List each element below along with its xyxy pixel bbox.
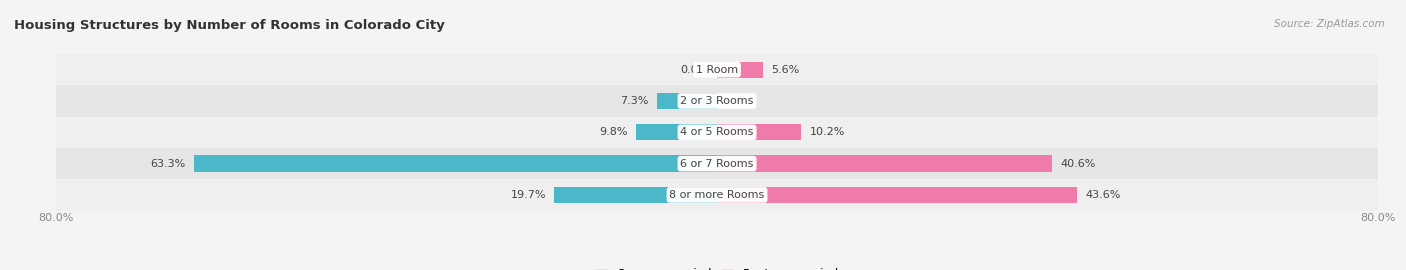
Text: 19.7%: 19.7%: [510, 190, 546, 200]
Bar: [554, 187, 717, 203]
Text: 7.3%: 7.3%: [620, 96, 648, 106]
Bar: [636, 124, 717, 140]
Text: 1 Room: 1 Room: [696, 65, 738, 75]
Bar: [717, 62, 763, 78]
Bar: [717, 124, 801, 140]
Bar: [56, 148, 1378, 179]
Text: 4 or 5 Rooms: 4 or 5 Rooms: [681, 127, 754, 137]
Bar: [657, 93, 717, 109]
Text: 0.0%: 0.0%: [725, 96, 754, 106]
Bar: [194, 156, 717, 172]
Bar: [56, 117, 1378, 148]
Bar: [56, 85, 1378, 117]
Text: 40.6%: 40.6%: [1060, 158, 1097, 169]
Text: 9.8%: 9.8%: [599, 127, 628, 137]
Text: 0.0%: 0.0%: [681, 65, 709, 75]
Legend: Owner-occupied, Renter-occupied: Owner-occupied, Renter-occupied: [591, 264, 844, 270]
Text: 5.6%: 5.6%: [772, 65, 800, 75]
Text: 8 or more Rooms: 8 or more Rooms: [669, 190, 765, 200]
Bar: [717, 187, 1077, 203]
Bar: [56, 54, 1378, 85]
Bar: [56, 179, 1378, 211]
Text: 2 or 3 Rooms: 2 or 3 Rooms: [681, 96, 754, 106]
Text: 63.3%: 63.3%: [150, 158, 186, 169]
Text: 6 or 7 Rooms: 6 or 7 Rooms: [681, 158, 754, 169]
Text: 43.6%: 43.6%: [1085, 190, 1121, 200]
Bar: [717, 156, 1053, 172]
Text: Source: ZipAtlas.com: Source: ZipAtlas.com: [1274, 19, 1385, 29]
Text: 10.2%: 10.2%: [810, 127, 845, 137]
Text: Housing Structures by Number of Rooms in Colorado City: Housing Structures by Number of Rooms in…: [14, 19, 444, 32]
